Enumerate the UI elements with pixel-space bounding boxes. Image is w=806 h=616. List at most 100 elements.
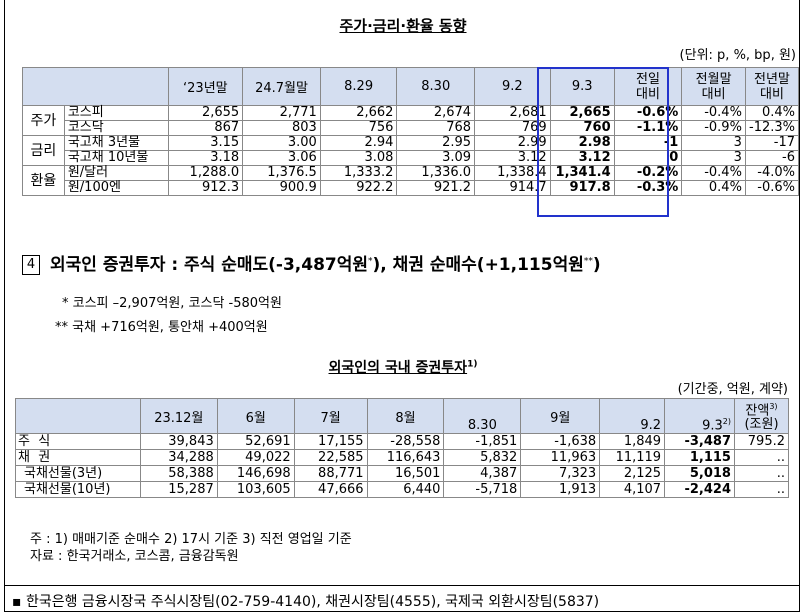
t1-cell: 3.09: [396, 150, 476, 166]
t1-row-label: 원/달러: [63, 165, 169, 181]
t2-cell: 49,022: [216, 449, 295, 466]
t1-cell: 921.2: [396, 180, 476, 196]
t1-header-cell: 8.30: [396, 67, 476, 106]
t1-cell: 1,336.0: [396, 165, 476, 181]
t1-group-label: 환율: [22, 165, 65, 196]
t1-row: 금리 국고채 3년물 3.15 3.00 2.94 2.95 2.99 2.98 -1 3 -17: [22, 135, 800, 166]
t1-cell: 3.12: [474, 150, 551, 166]
t2-header-row: 23.12월 6월 7월 8월 8.30 9월 9.2 9.32) 잔액3) (조…: [15, 398, 790, 434]
t1-cell: 2,655: [167, 105, 244, 121]
t1-group-label: 주가: [22, 105, 65, 136]
t2-cell: -5,718: [443, 481, 522, 498]
sec4-text: 외국인 증권투자 : 주식 순매도(-3,487억원: [50, 255, 369, 275]
t2-cell: 1,913: [520, 481, 601, 498]
t1-cell: 914.7: [474, 180, 551, 196]
t1-header-row: ‘23년말 24.7월말 8.29 8.30 9.2 9.3 전일 대비 전월말…: [22, 67, 800, 106]
sec4-text2: ), 채권 순매수(+1,115억원: [372, 255, 584, 275]
t1-cell: 2.95: [396, 135, 476, 151]
t2-cell: -1,638: [520, 433, 601, 450]
source-note: 자료 : 한국거래소, 코스콤, 금융감독원: [30, 549, 239, 564]
t2-header-cell: 9.32): [664, 398, 735, 434]
t2-cell: -2,424: [664, 481, 735, 498]
t1-row: 코스닥 867 803 756 768 769 760 -1.1% -0.9% -12.3%: [23, 120, 800, 136]
t2-cell: 34,288: [139, 449, 218, 466]
t2-row-label: 국채선물(10년): [15, 481, 141, 498]
t1-cell: 912.3: [167, 180, 244, 196]
t1-cell: 2,674: [396, 105, 476, 121]
t1-row: 원/100엔 912.3 900.9 922.2 921.2 914.7 917.8 -0.3…: [23, 180, 800, 196]
t1-cell: 2,665: [549, 105, 615, 121]
t2-header-cell: 잔액3) (조원): [733, 398, 790, 434]
t2-header-cell: 8.30: [443, 398, 522, 434]
t2-row: 채 권 34,288 49,022 22,585 116,643 5,832 11,963 1…: [15, 449, 790, 466]
t2-cell: 22,585: [293, 449, 368, 466]
t2-cell: 58,388: [139, 465, 218, 482]
t2-cell: 5,832: [443, 449, 522, 466]
t2-row-label: 국채선물(3년): [15, 465, 141, 482]
t1-cell: -0.4%: [681, 105, 746, 121]
t2-cell: 1,115: [664, 449, 735, 466]
t1-cell: 769: [474, 120, 551, 136]
t1-header-cell: 24.7월말: [242, 67, 321, 106]
t1-header-cell: 9.3: [549, 67, 615, 106]
t2-row: 국채선물(10년) 15,287 103,605 47,666 6,440 -5,718 1…: [15, 481, 790, 498]
t1-cell: 3: [681, 150, 746, 166]
foreign-investment-table: 23.12월 6월 7월 8월 8.30 9월 9.2 9.32) 잔액3) (조…: [15, 398, 790, 498]
t1-cell: 1,376.5: [242, 165, 321, 181]
t1-cell: 756: [319, 120, 398, 136]
market-trends-table: ‘23년말 24.7월말 8.29 8.30 9.2 9.3 전일 대비 전월말…: [22, 67, 800, 196]
t1-cell: -12.3%: [744, 120, 800, 136]
t2-cell: 795.2: [733, 433, 790, 450]
section-4-heading: 4 외국인 증권투자 : 주식 순매도(-3,487억원*), 채권 순매수(+1…: [22, 250, 601, 275]
t1-row: 주가 코스피 2,655 2,771 2,662 2,674 2,681 2,665 -0.6%…: [22, 105, 800, 136]
t1-cell: 3.00: [242, 135, 321, 151]
t1-row-label: 코스닥: [63, 120, 169, 136]
t1-cell: 3.18: [167, 150, 244, 166]
divider: [4, 585, 800, 586]
t1-cell: -0.6%: [744, 180, 800, 196]
t2-row: 국채선물(3년) 58,388 146,698 88,771 16,501 4,387 7,…: [15, 465, 790, 482]
t1-cell: 2,681: [474, 105, 551, 121]
t1-cell: 900.9: [242, 180, 321, 196]
t2-cell: 5,018: [664, 465, 735, 482]
t1-row-label: 코스피: [63, 105, 169, 121]
note-stocks: * 코스피 –2,907억원, 코스닥 -580억원: [62, 296, 282, 311]
t2-cell: 11,119: [599, 449, 666, 466]
t1-cell: 3.06: [242, 150, 321, 166]
t2-row-label: 주 식: [15, 433, 141, 450]
t2-header-cell: 8월: [366, 398, 445, 434]
t1-row-label: 국고채 3년물: [63, 135, 169, 151]
t2-header-cell: 6월: [216, 398, 295, 434]
t1-cell: -0.9%: [681, 120, 746, 136]
unit-label-1: (단위: p, %, bp, 원): [679, 48, 796, 63]
t2-cell: 6,440: [366, 481, 445, 498]
t1-cell: 803: [242, 120, 321, 136]
t1-cell: -1.1%: [613, 120, 683, 136]
t2-cell: 15,287: [139, 481, 218, 498]
t2-cell: ..: [733, 481, 790, 498]
sec4-sup1: *: [368, 256, 373, 267]
t1-cell: 760: [549, 120, 615, 136]
t2-header-cell: 7월: [293, 398, 368, 434]
t1-cell: 0.4%: [681, 180, 746, 196]
t2-cell: 116,643: [366, 449, 445, 466]
t2-cell: -28,558: [366, 433, 445, 450]
t1-row-label: 원/100엔: [63, 180, 169, 196]
t2-header-blank: [15, 398, 141, 434]
t1-cell: 768: [396, 120, 476, 136]
t1-cell: 2,771: [242, 105, 321, 121]
t1-row-label: 국고채 10년물: [63, 150, 169, 166]
t1-row: 환율 원/달러 1,288.0 1,376.5 1,333.2 1,336.0 1,338.…: [22, 165, 800, 196]
t1-cell: 0.4%: [744, 105, 800, 121]
sec4-sup2: **: [583, 256, 593, 267]
t1-cell: 0: [613, 150, 683, 166]
t1-cell: 1,341.4: [549, 165, 615, 181]
t1-cell: 2.94: [319, 135, 398, 151]
t2-cell: 17,155: [293, 433, 368, 450]
t1-cell: 922.2: [319, 180, 398, 196]
t1-header-cell: 전년말 대비: [744, 67, 800, 106]
t1-cell: 3.08: [319, 150, 398, 166]
section-number-box: 4: [22, 255, 40, 275]
t2-cell: ..: [733, 449, 790, 466]
t2-header-cell: 9.2: [599, 398, 666, 434]
